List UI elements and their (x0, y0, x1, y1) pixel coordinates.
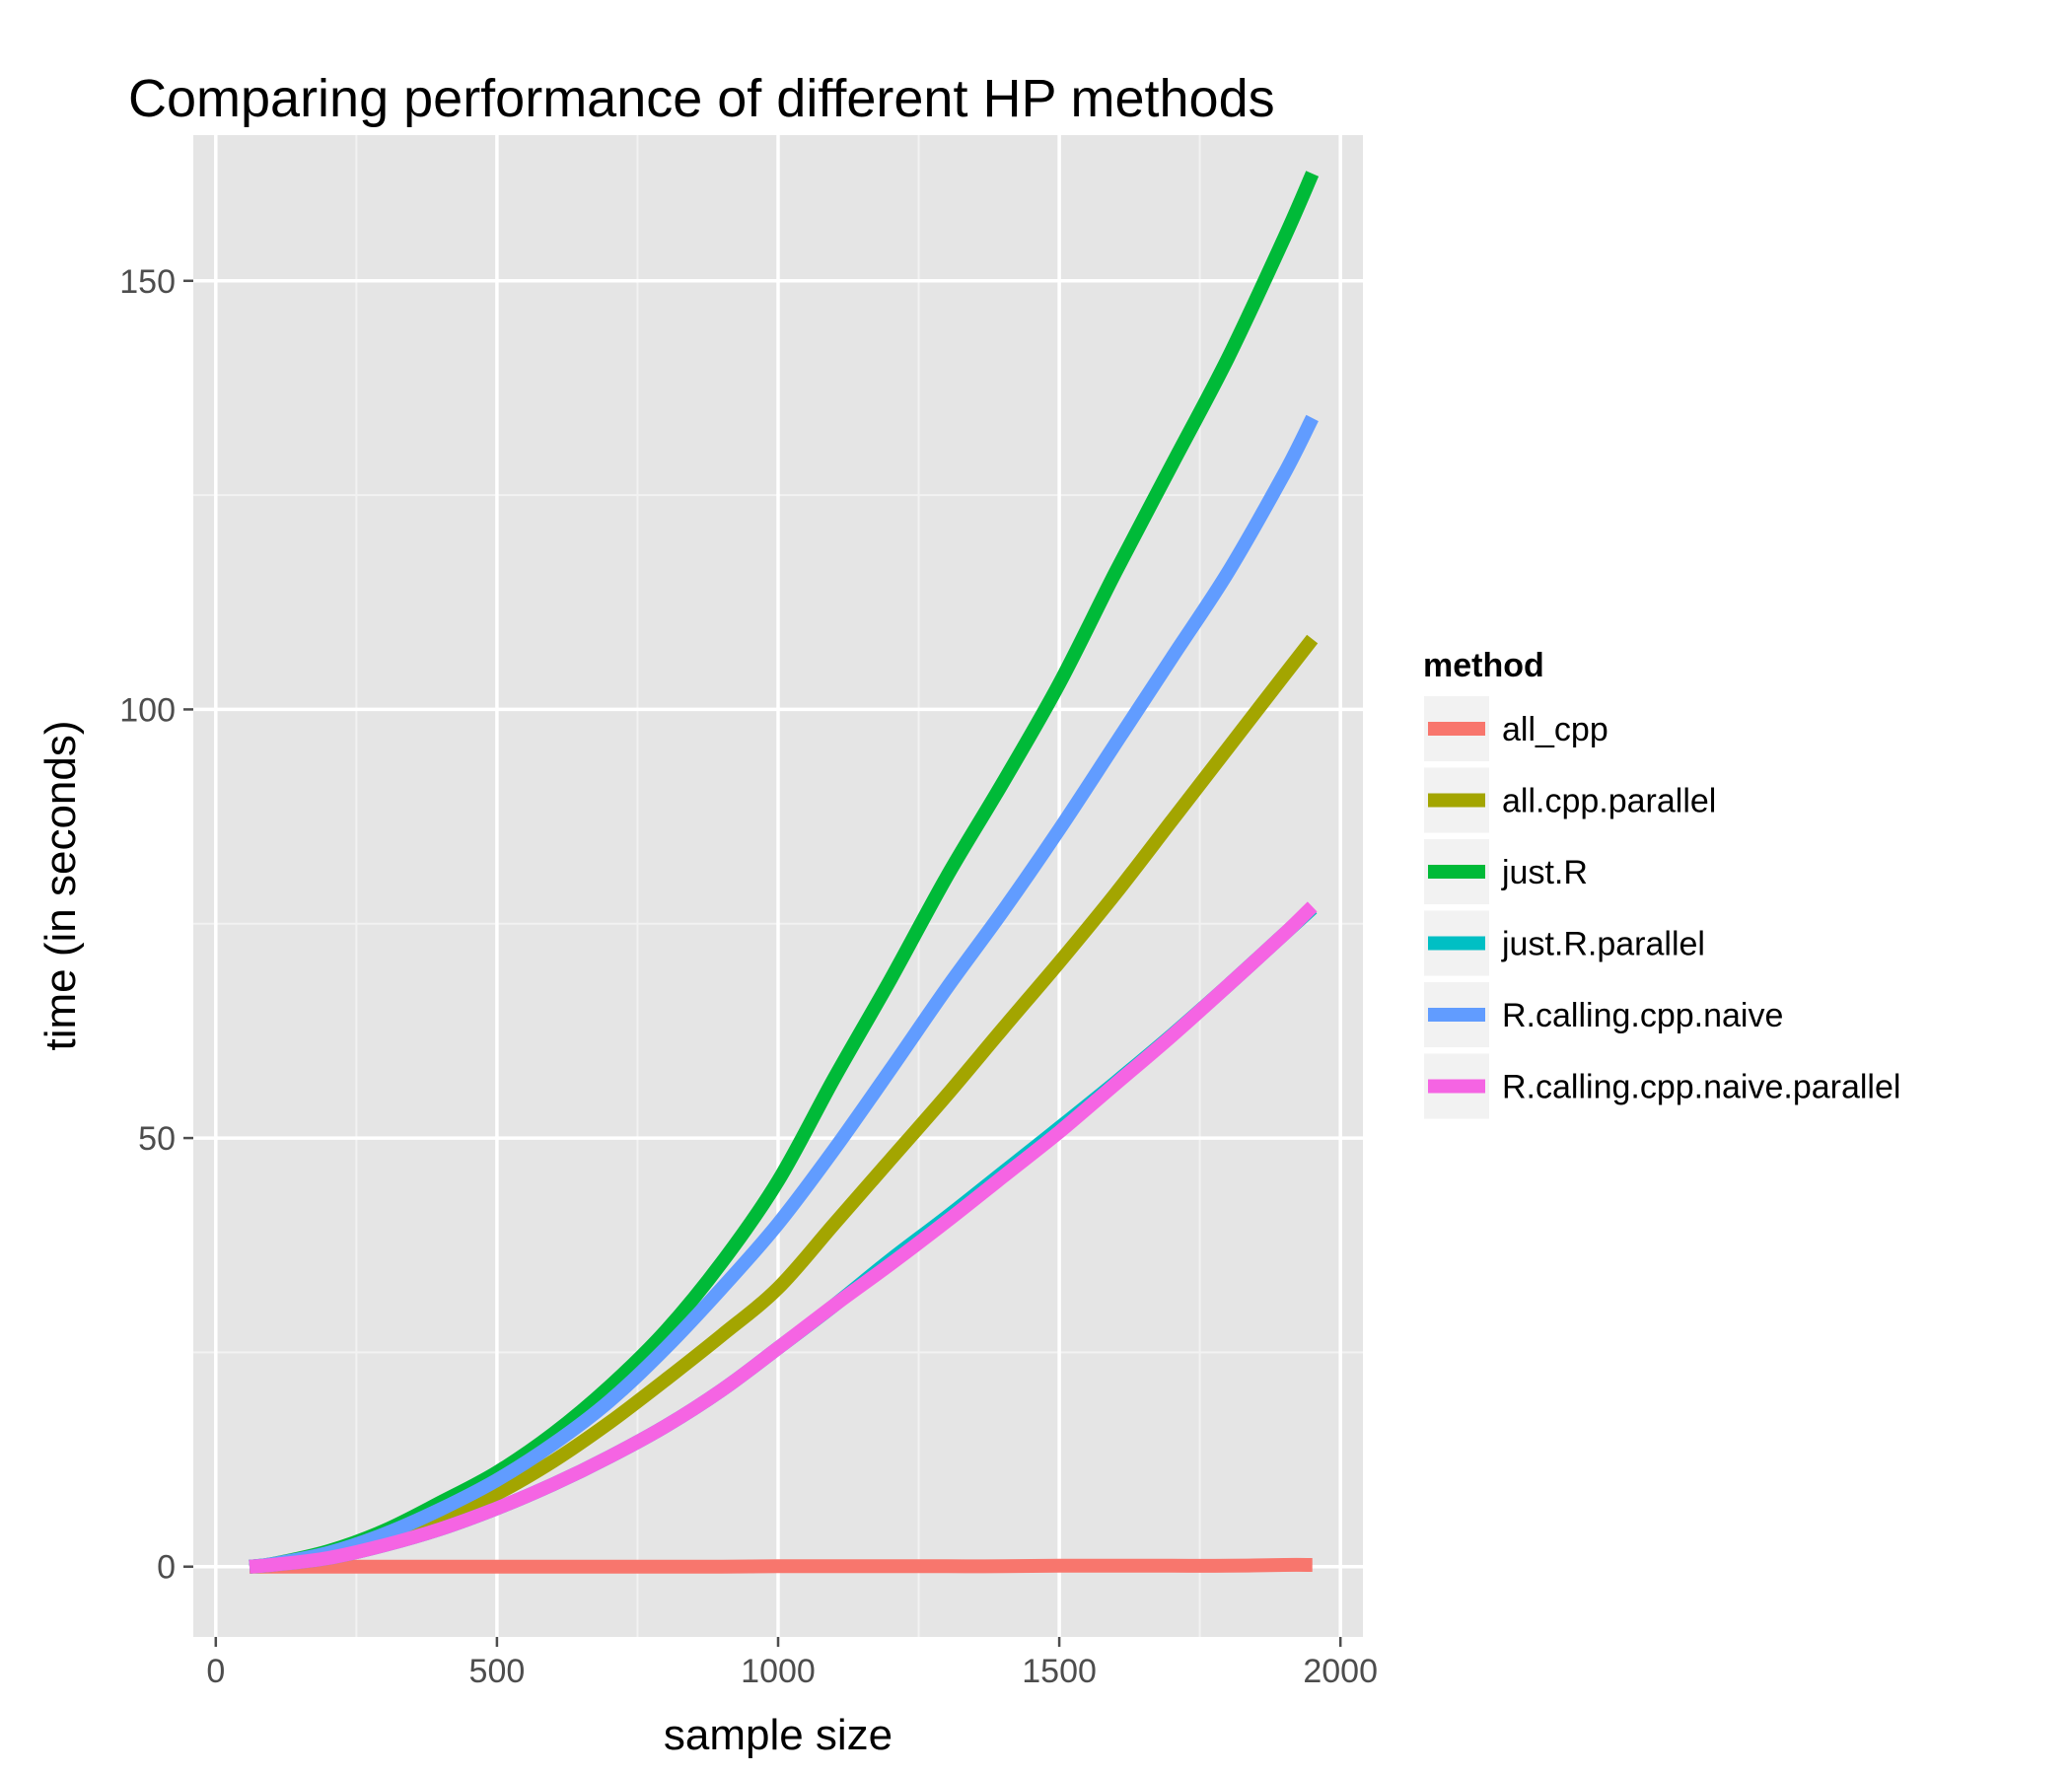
legend-item-r-calling-cpp-naive-parallel: R.calling.cpp.naive.parallel (1422, 1051, 1900, 1121)
legend: method all_cpp all.cpp.parallel just.R just… (1422, 647, 1900, 1121)
series-line-r-calling-cpp-naive (249, 414, 1319, 1574)
series-lines (249, 171, 1320, 1574)
legend-item-all-cpp: all_cpp (1422, 694, 1608, 763)
legend-title: method (1423, 647, 1544, 684)
legend-label: just.R.parallel (1501, 926, 1705, 963)
series-line-r-calling-cpp-naive-parallel (249, 901, 1318, 1574)
y-axis-title: time (in seconds) (36, 720, 85, 1050)
legend-item-r-calling-cpp-naive: R.calling.cpp.naive (1422, 980, 1783, 1049)
legend-label: R.calling.cpp.naive.parallel (1502, 1069, 1900, 1106)
x-axis: 0 500 1000 1500 2000 (206, 1637, 1378, 1690)
y-tick-label: 100 (119, 691, 176, 729)
y-tick-label: 50 (138, 1120, 176, 1158)
legend-items: all_cpp all.cpp.parallel just.R just.R.para… (1422, 694, 1900, 1121)
y-axis: 0 50 100 150 (119, 263, 193, 1587)
chart-title: Comparing performance of different HP me… (128, 69, 1275, 128)
legend-label: all_cpp (1502, 711, 1608, 748)
legend-item-all-cpp-parallel: all.cpp.parallel (1422, 765, 1716, 835)
legend-item-just-r: just.R (1422, 837, 1588, 906)
x-tick-label: 500 (469, 1653, 526, 1690)
x-axis-title: sample size (664, 1711, 893, 1759)
major-gridlines (193, 135, 1363, 1637)
x-tick-label: 1000 (741, 1653, 816, 1690)
y-tick-label: 150 (119, 263, 176, 301)
y-tick-label: 0 (157, 1549, 176, 1587)
legend-label: R.calling.cpp.naive (1502, 997, 1783, 1034)
legend-item-just-r-parallel: just.R.parallel (1422, 908, 1705, 978)
series-line-all-cpp (249, 1557, 1313, 1574)
legend-label: all.cpp.parallel (1502, 783, 1716, 820)
x-tick-label: 1500 (1022, 1653, 1097, 1690)
legend-label: just.R (1501, 854, 1588, 891)
x-tick-label: 0 (206, 1653, 225, 1690)
series-line-all-cpp-parallel (249, 634, 1319, 1574)
x-tick-label: 2000 (1303, 1653, 1378, 1690)
